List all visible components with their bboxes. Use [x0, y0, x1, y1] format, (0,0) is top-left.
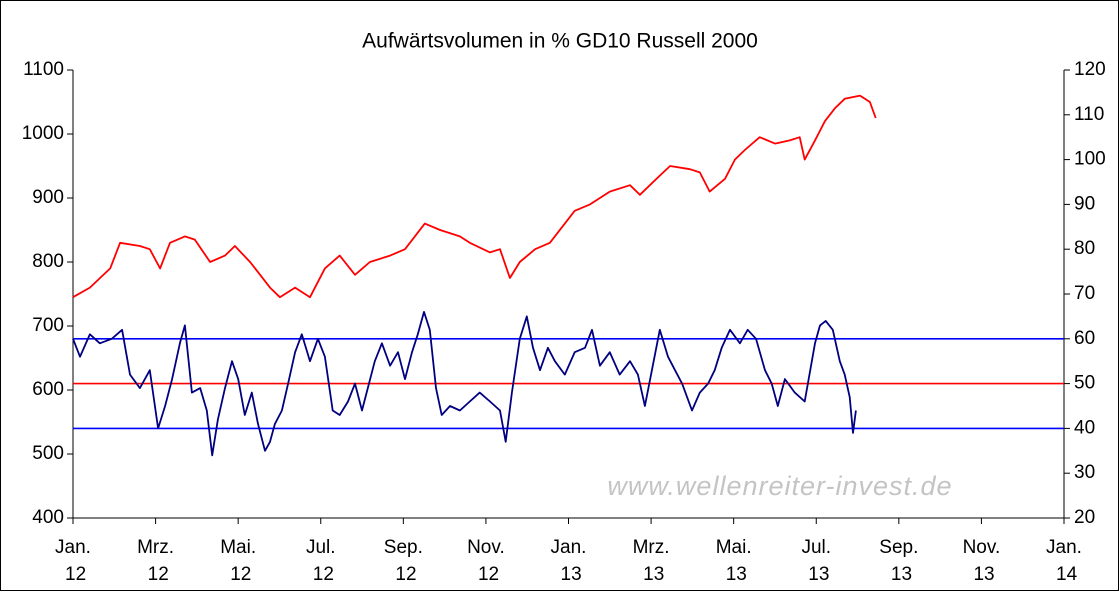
series-line — [72, 94, 877, 299]
y-tick-label: 800 — [32, 251, 64, 272]
y2-tick-label: 50 — [1074, 373, 1095, 394]
y2-tick-label: 40 — [1074, 417, 1095, 438]
chart-title: Aufwärtsvolumen in % GD10 Russell 2000 — [362, 30, 758, 53]
x-tick-label: Sep. 13 — [879, 537, 918, 585]
y2-tick-label: 90 — [1074, 193, 1095, 214]
y-tick-label: 700 — [32, 315, 64, 336]
x-tick-label: Mai. 12 — [220, 537, 256, 585]
x-tick-label: Jan. 13 — [551, 537, 587, 585]
y2-tick-label: 20 — [1074, 507, 1095, 528]
y2-tick-label: 100 — [1074, 149, 1106, 170]
y2-tick-label: 60 — [1074, 328, 1095, 349]
x-tick-label: Nov. 12 — [467, 537, 505, 585]
y-tick-label: 600 — [32, 379, 64, 400]
x-tick-label: Jan. 12 — [55, 537, 91, 585]
x-tick-label: Mrz. 12 — [137, 537, 174, 585]
x-tick-label: Mrz. 13 — [633, 537, 670, 585]
y2-tick-label: 80 — [1074, 238, 1095, 259]
y-tick-label: 400 — [32, 507, 64, 528]
series-line — [72, 311, 857, 457]
x-tick-label: Mai. 13 — [716, 537, 752, 585]
x-tick-label: Nov. 13 — [963, 537, 1001, 585]
y-tick-label: 900 — [32, 187, 64, 208]
y-tick-label: 1100 — [23, 59, 64, 80]
x-tick-label: Sep. 12 — [384, 537, 423, 585]
x-tick-label: Jan. 14 — [1046, 537, 1082, 585]
x-tick-label: Jul. 12 — [306, 537, 336, 585]
watermark: www.wellenreiter-invest.de — [607, 471, 952, 501]
y-tick-label: 500 — [32, 443, 64, 464]
y2-tick-label: 70 — [1074, 283, 1095, 304]
y-tick-label: 1000 — [22, 123, 64, 144]
x-tick-label: Jul. 13 — [801, 537, 831, 585]
y2-tick-label: 110 — [1074, 104, 1104, 125]
y2-tick-label: 120 — [1074, 59, 1106, 80]
y2-tick-label: 30 — [1074, 462, 1095, 483]
